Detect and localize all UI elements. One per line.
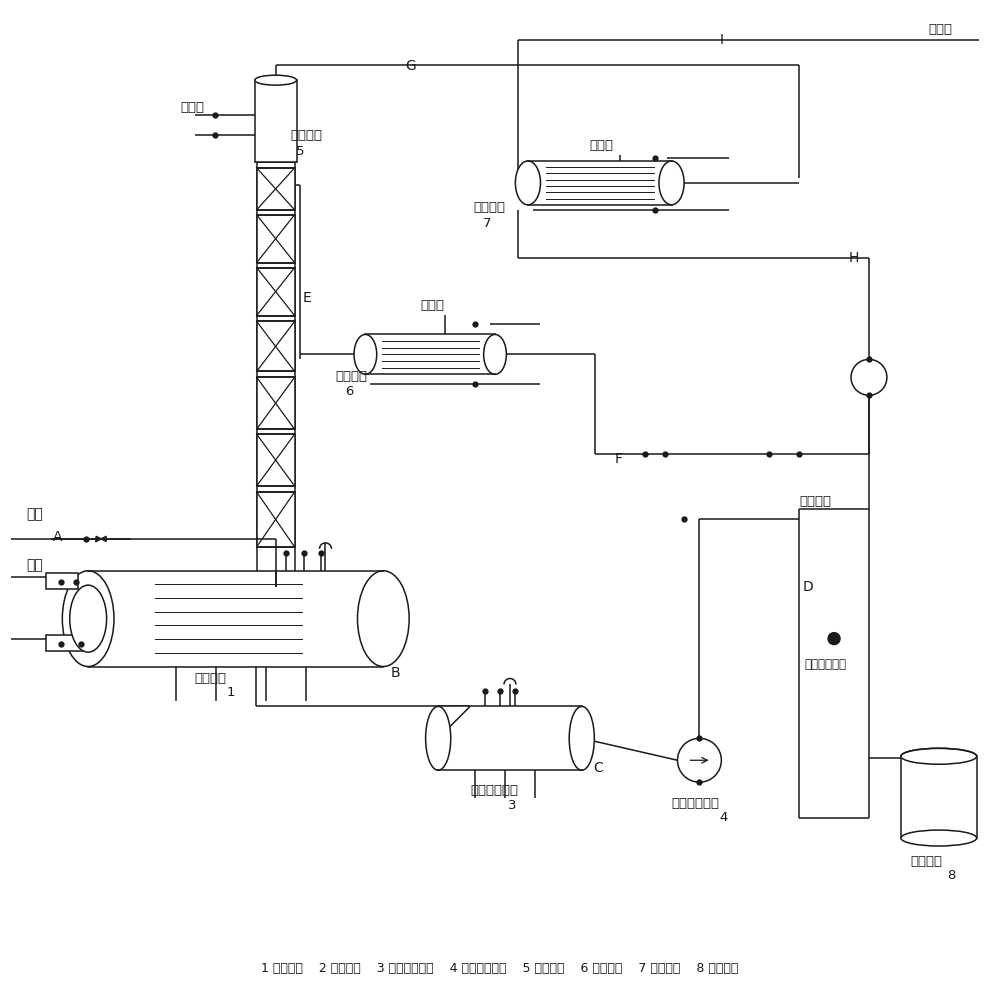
Ellipse shape — [659, 162, 684, 206]
Circle shape — [851, 360, 887, 396]
Ellipse shape — [484, 335, 506, 375]
Bar — [257, 492, 295, 548]
Text: 酯冷凝器: 酯冷凝器 — [291, 129, 323, 142]
Text: E: E — [303, 290, 311, 304]
Text: 酯成品罐: 酯成品罐 — [911, 854, 943, 867]
Text: 循环水: 循环水 — [420, 298, 444, 311]
Ellipse shape — [901, 830, 977, 846]
Text: D: D — [802, 580, 813, 593]
Ellipse shape — [901, 748, 977, 764]
Text: 3: 3 — [508, 798, 516, 811]
Ellipse shape — [515, 162, 540, 206]
Bar — [257, 322, 295, 372]
Circle shape — [678, 739, 721, 782]
Text: H: H — [849, 250, 859, 264]
Text: 蒸汽: 蒸汽 — [26, 558, 43, 572]
Ellipse shape — [569, 707, 594, 770]
Text: A: A — [53, 530, 63, 544]
Bar — [257, 434, 295, 486]
Ellipse shape — [255, 77, 297, 86]
Text: B: B — [390, 665, 400, 679]
Bar — [46, 635, 91, 651]
Bar — [257, 268, 295, 316]
Text: 真空泵: 真空泵 — [929, 23, 953, 37]
Text: 8: 8 — [947, 868, 955, 881]
Text: 循环水: 循环水 — [180, 101, 204, 114]
Text: 酯尾冷器: 酯尾冷器 — [473, 201, 505, 214]
Bar — [46, 574, 78, 589]
Text: 1: 1 — [227, 686, 235, 699]
Text: G: G — [405, 60, 416, 74]
Bar — [255, 82, 297, 163]
Text: 1 酯蒸发釜    2 酯产品塔    3 催化剂回收罐    4 催化剂回收泵    5 酯冷凝器    6 酯冷却器    7 酯尾冷器    8 酯成品罐: 1 酯蒸发釜 2 酯产品塔 3 催化剂回收罐 4 催化剂回收泵 5 酯冷凝器 6… — [261, 961, 739, 974]
Text: I: I — [719, 33, 723, 48]
Bar — [257, 378, 295, 429]
Bar — [528, 162, 672, 206]
Bar — [901, 756, 977, 838]
Text: 5: 5 — [296, 145, 304, 158]
Text: 去酯化釜: 去酯化釜 — [799, 494, 831, 508]
Text: 循环水: 循环水 — [590, 139, 614, 152]
Ellipse shape — [70, 585, 107, 652]
Bar — [365, 335, 495, 375]
Text: 粗品: 粗品 — [26, 507, 43, 521]
Ellipse shape — [426, 707, 451, 770]
Text: 酯冷却器: 酯冷却器 — [335, 370, 367, 383]
Text: C: C — [594, 760, 603, 774]
Text: 酯蒸发釜: 酯蒸发釜 — [195, 671, 227, 684]
Text: 焦油去油炉房: 焦油去油炉房 — [804, 657, 846, 670]
Bar — [88, 572, 383, 667]
Bar — [438, 707, 582, 770]
Text: 催化剂回收泵: 催化剂回收泵 — [672, 796, 720, 809]
Ellipse shape — [357, 572, 409, 667]
Text: 催化剂回收罐: 催化剂回收罐 — [470, 783, 518, 796]
Ellipse shape — [62, 572, 114, 667]
Bar — [257, 216, 295, 263]
Circle shape — [828, 633, 840, 645]
Text: 7: 7 — [483, 217, 492, 230]
Bar — [257, 169, 295, 211]
Text: F: F — [615, 451, 623, 465]
Text: 6: 6 — [345, 385, 354, 398]
Ellipse shape — [354, 335, 377, 375]
Text: 4: 4 — [719, 810, 728, 823]
